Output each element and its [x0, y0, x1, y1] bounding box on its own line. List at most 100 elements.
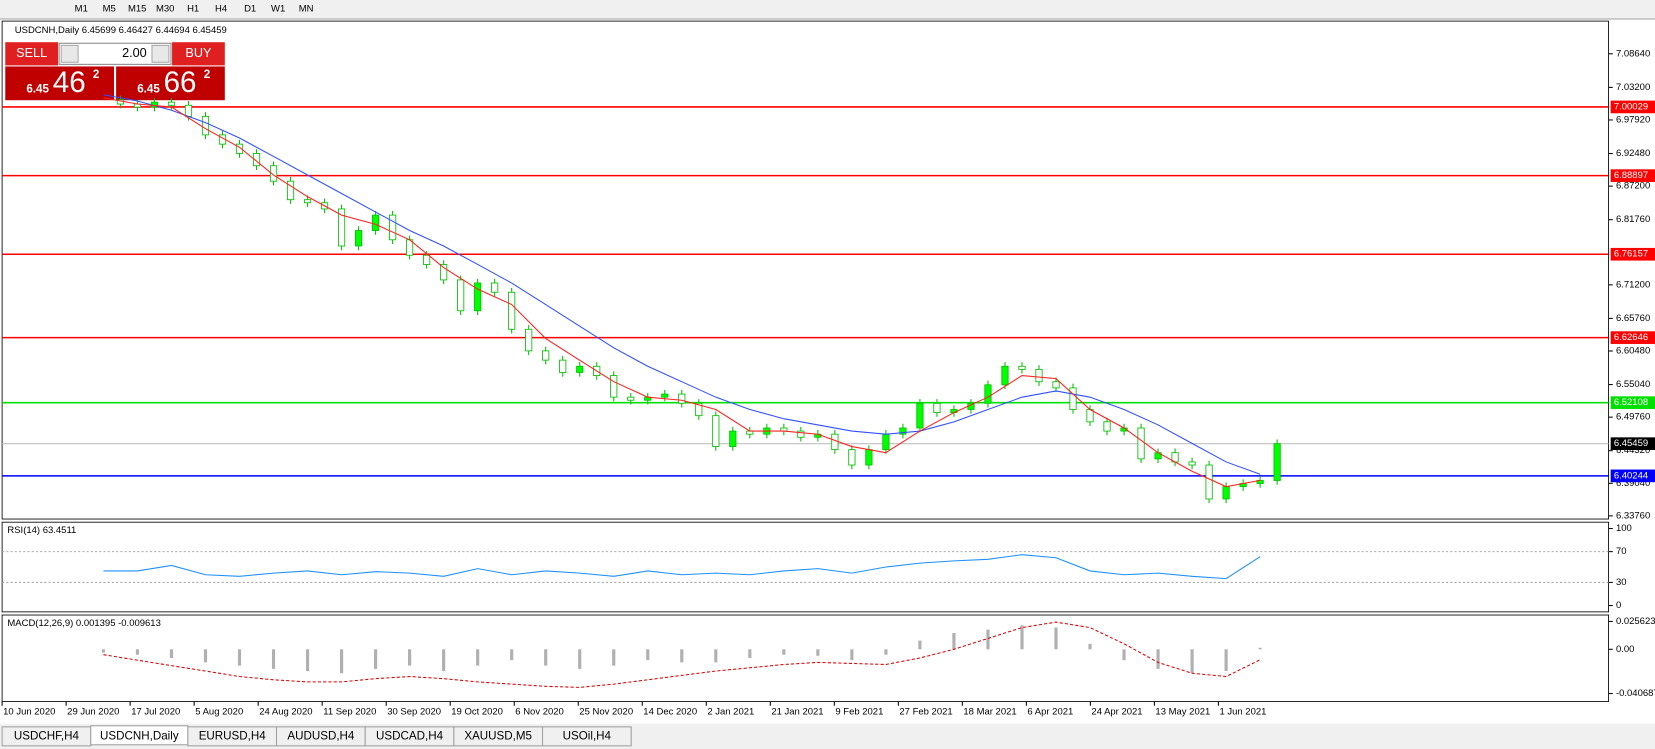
candle — [269, 165, 278, 182]
candle — [1018, 365, 1026, 370]
rsi-label: RSI(14) 63.4511 — [7, 525, 76, 536]
candle — [1222, 486, 1230, 500]
timeframe-label[interactable]: M15 — [128, 3, 146, 14]
timeframe-label[interactable]: MN — [299, 3, 314, 14]
sell-price-frac: 2 — [93, 68, 99, 81]
y-tick-label: 6.97920 — [1616, 114, 1650, 125]
price-level-tag — [1610, 100, 1655, 114]
macd-signal — [103, 621, 1261, 688]
ma-slow — [103, 94, 1261, 475]
rsi-line — [103, 554, 1261, 580]
sell-button[interactable] — [5, 42, 59, 66]
candle — [1103, 421, 1111, 432]
chart-header: USDCNH,Daily 6.45699 6.46427 6.44694 6.4… — [15, 25, 227, 36]
timeframe-label[interactable]: M1 — [75, 3, 88, 14]
x-tick-label: 6 Nov 2020 — [515, 707, 564, 718]
lot-value: 2.00 — [122, 46, 147, 60]
x-tick-label: 24 Apr 2021 — [1091, 707, 1142, 718]
sell-label[interactable]: SELL — [16, 46, 47, 60]
timeframe-button[interactable] — [68, 1, 94, 17]
x-tick-label: 9 Feb 2021 — [835, 707, 883, 718]
candle — [201, 115, 210, 136]
x-tick-label: 25 Nov 2020 — [579, 707, 633, 718]
chart-tab-label[interactable]: USDCAD,H4 — [376, 729, 444, 742]
candle — [372, 214, 380, 231]
lot-down[interactable] — [60, 44, 79, 63]
chart-tab-label[interactable]: USDCHF,H4 — [14, 729, 80, 742]
timeframe-button[interactable] — [124, 1, 150, 17]
y-tick-label: 6.60480 — [1616, 345, 1650, 356]
timeframe-label[interactable]: M30 — [156, 3, 174, 14]
candle — [916, 402, 924, 429]
sell-price-box[interactable] — [5, 66, 114, 101]
buy-price-box[interactable] — [116, 66, 225, 101]
candle — [610, 375, 618, 398]
buy-label[interactable]: BUY — [185, 46, 212, 60]
x-tick-label: 6 Apr 2021 — [1027, 707, 1073, 718]
ma-fast — [103, 97, 1261, 488]
buy-price-pips: 66 — [164, 66, 197, 99]
timeframe-label[interactable]: H1 — [187, 3, 199, 14]
y-tick-label: 7.08640 — [1616, 48, 1650, 59]
price-level-tag — [1610, 469, 1655, 483]
candle — [1001, 365, 1009, 386]
chart-tab-label[interactable]: USDCNH,Daily — [100, 729, 179, 742]
candle — [576, 365, 584, 373]
candle — [440, 264, 448, 281]
timeframe-label[interactable]: D1 — [244, 3, 256, 14]
chart-tab-label[interactable]: AUDUSD,H4 — [287, 729, 355, 742]
timeframe-button[interactable] — [237, 1, 263, 17]
candle — [542, 350, 550, 361]
buy-price-big: 6.45 — [137, 83, 160, 96]
candle — [167, 101, 176, 106]
y-tick-label: 6.65760 — [1616, 313, 1650, 324]
candle — [491, 282, 499, 293]
chart-tab-label[interactable]: XAUUSD,M5 — [464, 729, 532, 742]
price-level-label: 6.88897 — [1614, 170, 1648, 181]
timeframe-button[interactable] — [96, 1, 122, 17]
y-tick-label: 6.49760 — [1616, 412, 1650, 423]
sell-price-pips: 46 — [53, 66, 86, 99]
candle — [1188, 461, 1196, 466]
candle — [984, 384, 992, 404]
macd-tick-label: 0.025623 — [1616, 616, 1655, 627]
candle — [1035, 368, 1043, 383]
x-tick-label: 13 May 2021 — [1155, 707, 1210, 718]
candle — [303, 199, 312, 204]
candle — [508, 291, 516, 330]
chart-tab-label[interactable]: EURUSD,H4 — [199, 729, 267, 742]
y-tick-label: 6.44320 — [1616, 445, 1650, 456]
candle — [525, 328, 533, 352]
lot-input[interactable] — [58, 42, 172, 65]
timeframe-label[interactable]: W1 — [271, 3, 285, 14]
rsi-tick-label: 30 — [1616, 577, 1627, 588]
candle — [933, 402, 941, 413]
candle — [899, 427, 907, 435]
y-tick-label: 6.92480 — [1616, 148, 1650, 159]
timeframe-button[interactable] — [208, 1, 234, 17]
y-tick-label: 7.03200 — [1616, 82, 1650, 93]
x-tick-label: 1 Jun 2021 — [1219, 707, 1266, 718]
chart-tab[interactable] — [541, 726, 632, 747]
macd-tick-label: 0.00 — [1616, 644, 1634, 655]
price-level-tag — [1610, 396, 1655, 409]
buy-button[interactable] — [172, 42, 225, 66]
candle — [729, 430, 737, 447]
timeframe-button[interactable] — [152, 1, 178, 17]
timeframe-button[interactable] — [293, 1, 319, 17]
timeframe-button[interactable] — [180, 1, 206, 17]
x-tick-label: 27 Feb 2021 — [899, 707, 952, 718]
timeframe-label[interactable]: H4 — [215, 3, 227, 14]
y-tick-label: 6.87200 — [1616, 181, 1650, 192]
candle — [389, 214, 397, 241]
timeframe-button[interactable] — [265, 1, 291, 17]
price-level-label: 6.52108 — [1614, 397, 1648, 408]
lot-up[interactable] — [151, 44, 170, 63]
timeframe-label[interactable]: M5 — [103, 3, 116, 14]
candle — [1069, 387, 1077, 410]
price-level-label: 6.40244 — [1614, 470, 1648, 481]
chart-tab-label[interactable]: USOil,H4 — [563, 729, 612, 742]
x-tick-label: 17 Jul 2020 — [131, 707, 180, 718]
